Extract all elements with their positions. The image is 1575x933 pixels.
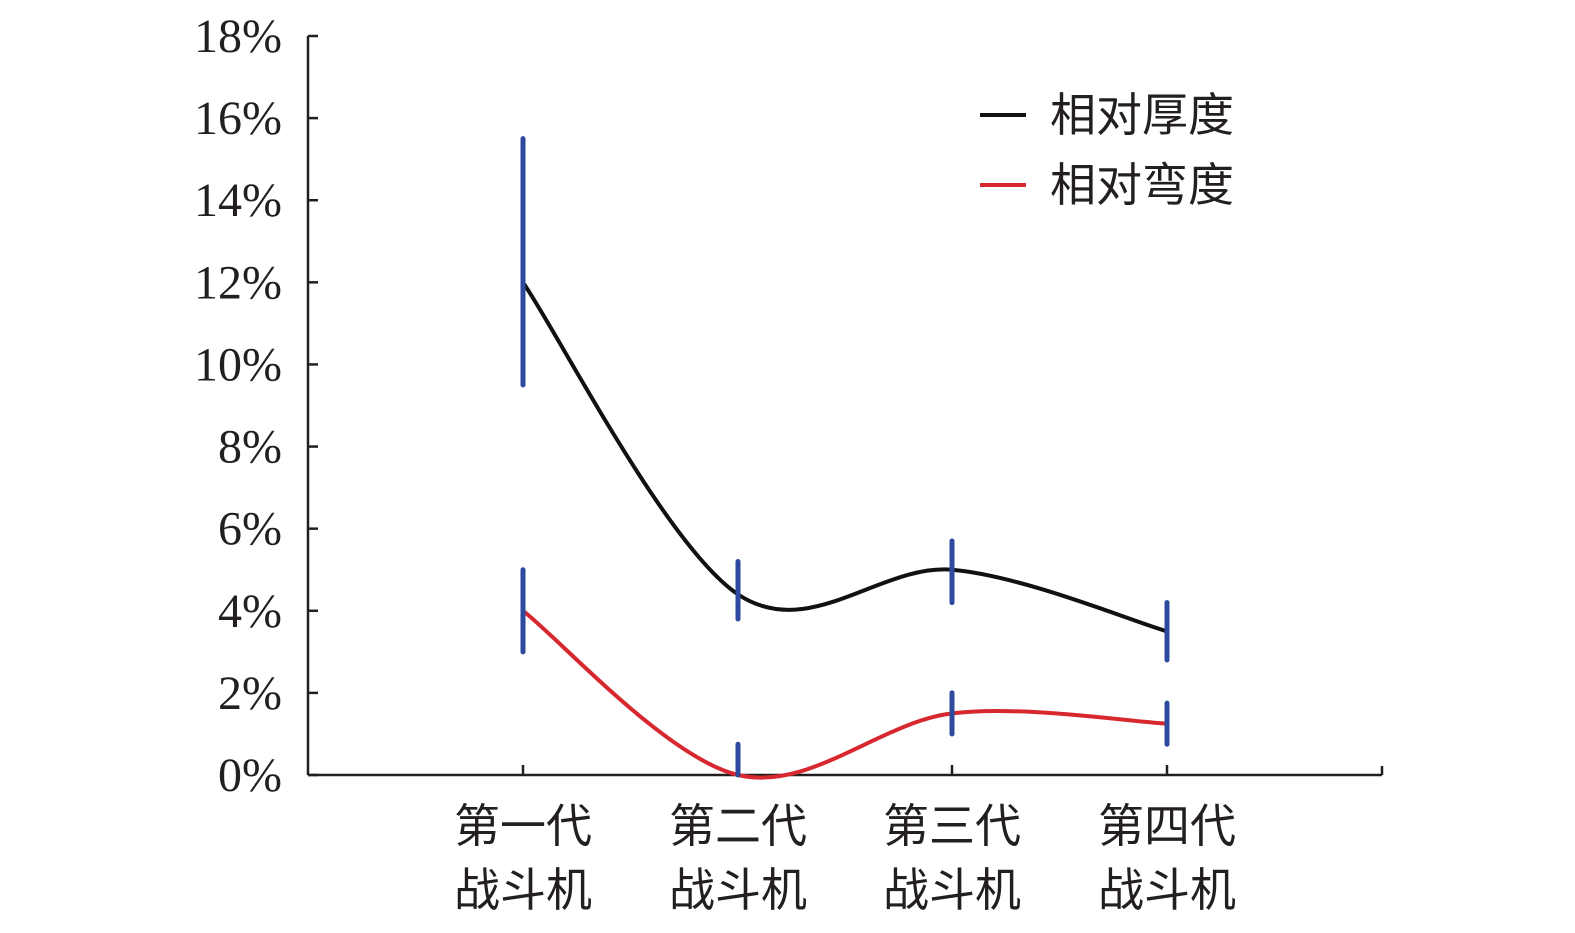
- x-category-label: 战斗机: [883, 863, 1021, 917]
- y-tick-label: 14%: [194, 174, 282, 227]
- x-category-label: 第二代: [669, 799, 807, 853]
- y-tick-label: 0%: [218, 749, 282, 802]
- y-tick-label: 2%: [218, 667, 282, 720]
- series-line-1: [521, 608, 1169, 780]
- x-category-label: 第四代: [1098, 799, 1236, 853]
- error-bars: [520, 136, 1170, 778]
- x-category-label: 战斗机: [669, 863, 807, 917]
- y-tick-label: 18%: [194, 10, 282, 63]
- y-tick-label: 10%: [194, 338, 282, 391]
- x-category-label: 第三代: [883, 799, 1021, 853]
- x-category-label: 战斗机: [1098, 863, 1236, 917]
- y-tick-label: 16%: [194, 92, 282, 145]
- legend-label: 相对弯度: [1050, 158, 1234, 212]
- y-tick-label: 12%: [194, 256, 282, 309]
- series-line-0: [521, 280, 1169, 634]
- y-tick-label: 6%: [218, 503, 282, 556]
- y-tick-label: 8%: [218, 421, 282, 474]
- x-category-label: 第一代: [454, 799, 592, 853]
- x-category-label: 战斗机: [454, 863, 592, 917]
- y-tick-label: 4%: [218, 585, 282, 638]
- legend-label: 相对厚度: [1050, 88, 1234, 142]
- series-lines: [521, 280, 1169, 780]
